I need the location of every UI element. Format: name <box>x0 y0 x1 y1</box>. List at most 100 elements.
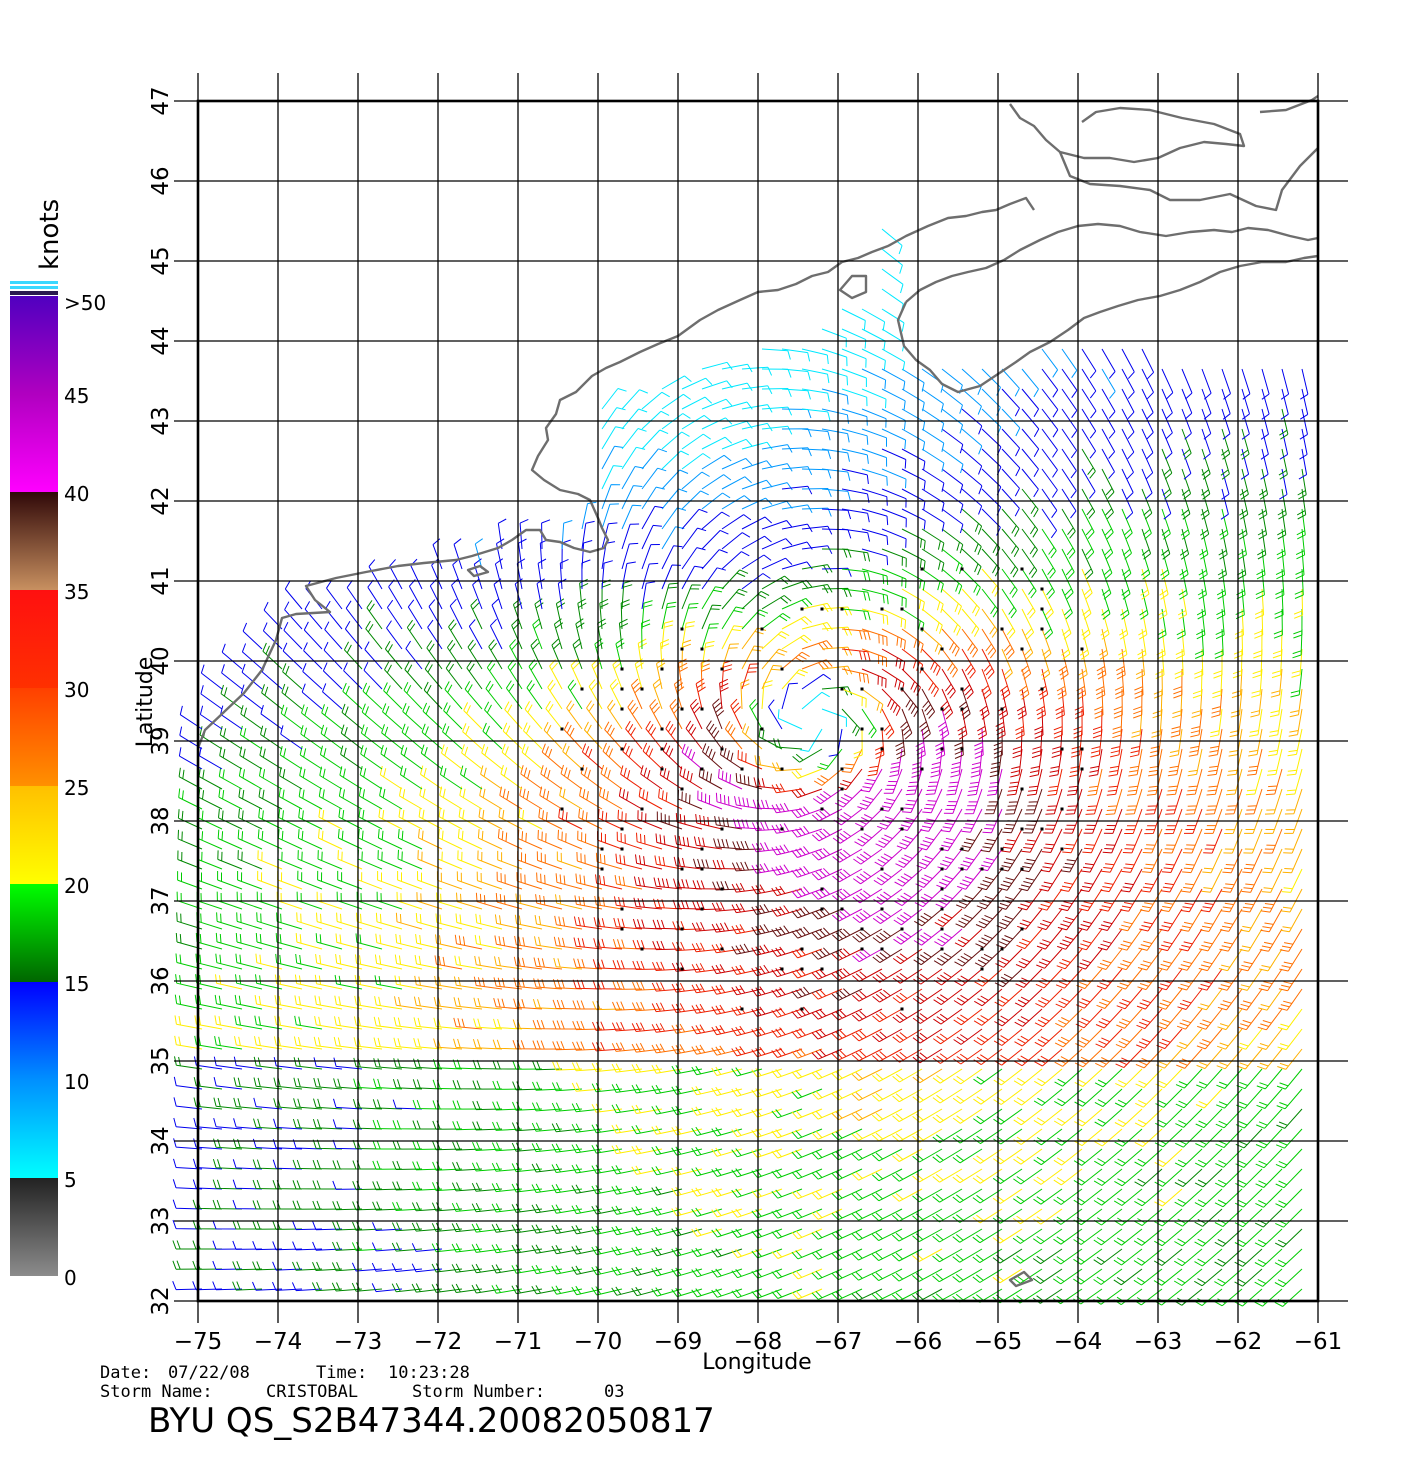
wind-barb <box>875 828 903 848</box>
wind-barb <box>1045 788 1063 815</box>
wind-barb <box>941 388 963 414</box>
wind-barb <box>238 788 263 810</box>
wind-barb <box>1121 388 1135 420</box>
wind-barb <box>1194 1248 1223 1267</box>
wind-barb <box>1224 788 1243 815</box>
longitude-tick-label: −65 <box>974 1329 1023 1355</box>
wind-barb <box>362 682 383 710</box>
wind-barb <box>214 994 243 1010</box>
wind-barb <box>761 664 782 690</box>
wind-barb <box>552 1020 582 1030</box>
wind-barb <box>761 348 791 360</box>
rain-flag-marker <box>820 887 824 891</box>
rain-flag-marker <box>880 607 884 611</box>
wind-barb <box>1276 1128 1303 1149</box>
wind-barb <box>618 787 643 810</box>
rain-flag-marker <box>920 567 924 571</box>
wind-barb <box>691 963 723 973</box>
wind-barb <box>431 1283 463 1293</box>
wind-barb <box>536 851 563 870</box>
wind-barb <box>1049 748 1063 777</box>
wind-barb <box>380 744 403 770</box>
wind-barb <box>941 428 964 454</box>
wind-barb <box>671 941 703 952</box>
wind-barb <box>851 1028 883 1042</box>
wind-barb <box>872 928 903 944</box>
wind-barb <box>1001 828 1023 853</box>
wind-barb <box>1121 508 1133 540</box>
wind-barb <box>1037 908 1063 931</box>
wind-barb <box>656 811 683 830</box>
rain-flag-marker <box>1000 847 1004 851</box>
wind-barb <box>711 1127 743 1137</box>
legend-label: 25 <box>64 776 89 800</box>
wind-barb <box>1258 468 1269 500</box>
wind-barb <box>1081 448 1096 479</box>
wind-barb <box>1214 1188 1243 1208</box>
wind-barb <box>771 762 803 772</box>
wind-barb <box>471 1182 503 1192</box>
wind-barb <box>691 1207 723 1217</box>
wind-barb <box>841 648 871 661</box>
rain-flag-marker <box>780 827 784 831</box>
wind-barb <box>791 926 823 939</box>
wind-barb <box>612 980 643 990</box>
wind-barb <box>261 663 283 690</box>
wind-barb <box>1141 448 1154 480</box>
wind-barb <box>1141 508 1152 540</box>
latitude-tick-label: 47 <box>148 86 174 115</box>
wind-barb <box>1221 408 1231 440</box>
rain-flag-marker <box>800 967 804 971</box>
wind-barb <box>1112 708 1123 739</box>
wind-barb <box>821 665 853 675</box>
rain-flag-marker <box>880 807 884 811</box>
wind-barb <box>318 828 343 850</box>
rain-flag-marker <box>660 727 664 731</box>
wind-barb <box>1201 448 1211 480</box>
lat-lon-grid <box>174 73 1348 1323</box>
wind-barb <box>1240 428 1250 460</box>
wind-barb <box>578 808 603 830</box>
wind-barb <box>901 528 926 550</box>
wind-barb <box>1021 588 1036 619</box>
wind-barb <box>1101 588 1111 620</box>
wind-barb <box>901 628 924 653</box>
wind-barb <box>618 618 629 650</box>
wind-barb <box>301 683 323 710</box>
wind-barb <box>373 1058 403 1070</box>
wind-barb <box>874 848 903 867</box>
wind-barb <box>274 995 303 1010</box>
wind-barb <box>1195 1088 1223 1109</box>
rain-flag-marker <box>780 967 784 971</box>
wind-barb <box>453 1038 483 1050</box>
wind-barb <box>1101 428 1116 459</box>
wind-barb <box>1034 1008 1063 1028</box>
wind-barb <box>381 724 403 750</box>
wind-barb <box>314 974 343 990</box>
wind-barb <box>851 1048 883 1062</box>
wind-barb <box>832 848 863 863</box>
wind-barb <box>893 908 923 926</box>
x-axis-title: Longitude <box>702 1350 811 1375</box>
wind-barb <box>841 608 871 621</box>
wind-barb <box>511 1203 543 1213</box>
wind-barb <box>959 828 983 852</box>
wind-barb <box>371 1283 403 1293</box>
wind-barb <box>771 844 803 856</box>
wind-barb <box>771 1108 803 1119</box>
wind-barb <box>1137 628 1147 660</box>
wind-barb <box>1065 788 1083 815</box>
wind-barb <box>872 948 903 964</box>
wind-barb <box>1034 1068 1063 1087</box>
wind-barb <box>671 1186 703 1197</box>
wind-barb <box>937 708 950 740</box>
wind-barb <box>671 962 703 972</box>
wind-barb <box>821 388 849 405</box>
wind-barb <box>534 936 563 950</box>
wind-barb <box>592 1001 623 1011</box>
wind-barb <box>591 1123 623 1134</box>
wind-barb <box>1001 488 1020 517</box>
wind-barb <box>283 621 303 650</box>
wind-barb <box>881 428 907 450</box>
wind-barb <box>851 1188 883 1201</box>
